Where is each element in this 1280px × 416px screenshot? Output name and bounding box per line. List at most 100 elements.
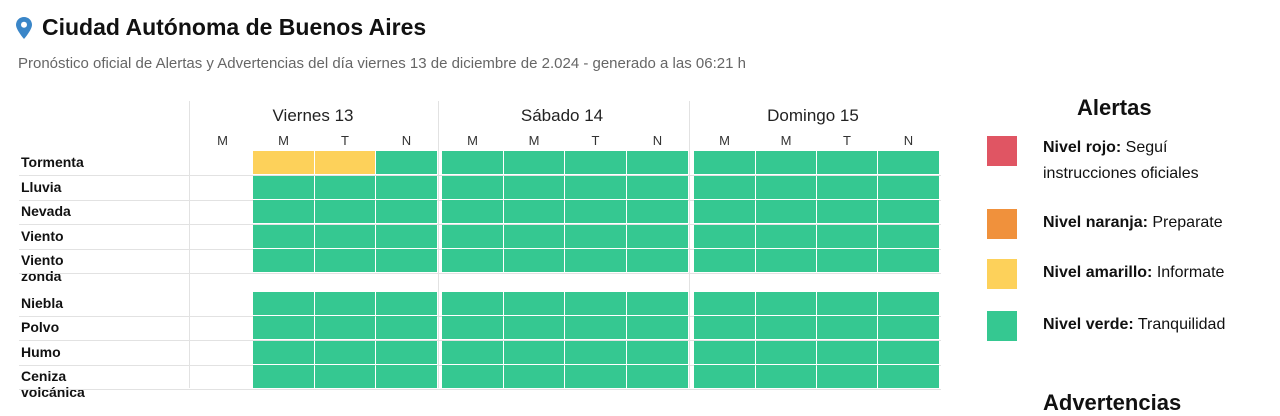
alert-cell [376, 292, 437, 315]
grid-divider [689, 101, 690, 388]
alert-cell [694, 249, 755, 272]
page-title: Ciudad Autónoma de Buenos Aires [42, 14, 427, 40]
alert-cell [817, 341, 877, 364]
alert-cell [253, 316, 314, 339]
legend-swatch-verde [987, 311, 1017, 341]
alert-cell [253, 292, 314, 315]
period-label: M [528, 133, 540, 148]
period-label: M [278, 133, 289, 148]
alert-cell [756, 249, 816, 272]
legend-level-name: Nivel rojo: [1043, 139, 1122, 156]
alert-cell [878, 225, 939, 248]
alert-cell [315, 225, 375, 248]
alert-cell [627, 365, 688, 388]
alert-cell [504, 365, 564, 388]
alert-cell [442, 365, 503, 388]
alert-cell [253, 225, 314, 248]
alert-cell [817, 151, 877, 174]
alert-cell [442, 151, 503, 174]
alert-cell [627, 225, 688, 248]
legend-swatch-amarillo [987, 259, 1017, 289]
alert-cell [565, 249, 626, 272]
alert-cell [627, 200, 688, 223]
day-header: Domingo 15 [767, 106, 859, 125]
alert-cell [504, 151, 564, 174]
alert-cell [627, 292, 688, 315]
alert-cell [565, 316, 626, 339]
alert-cell [565, 365, 626, 388]
alert-cell [442, 225, 503, 248]
alert-cell [756, 225, 816, 248]
legend-level-desc: Informate [1152, 264, 1225, 281]
alert-cell [376, 151, 437, 174]
row-label-niebla: Niebla [21, 295, 64, 311]
row-label-viento: Viento [21, 228, 64, 244]
alert-cell [817, 176, 877, 199]
alert-cell [878, 249, 939, 272]
alert-cell [315, 249, 375, 272]
legend-swatch-naranja [987, 209, 1017, 239]
alert-cell [694, 292, 755, 315]
alert-cell [315, 365, 375, 388]
alert-cell [878, 292, 939, 315]
row-label-lluvia: Lluvia [21, 179, 62, 195]
alert-cell [756, 151, 816, 174]
row-label-tormenta: Tormenta [21, 154, 84, 170]
alert-cell [565, 292, 626, 315]
period-label: N [652, 133, 663, 148]
location-pin-icon [16, 16, 32, 39]
alert-cell [756, 200, 816, 223]
alert-cell [627, 176, 688, 199]
alert-cell [442, 200, 503, 223]
legend-swatch-rojo [987, 136, 1017, 166]
day-header: Viernes 13 [272, 106, 354, 125]
row-label-humo: Humo [21, 344, 61, 360]
alert-cell [627, 316, 688, 339]
day-header: Sábado 14 [520, 106, 604, 125]
alert-cell [315, 200, 375, 223]
alert-cell [565, 225, 626, 248]
alert-cell [253, 200, 314, 223]
alert-cell [817, 316, 877, 339]
alert-cell [376, 200, 437, 223]
alert-cell [253, 341, 314, 364]
legend-level-desc: Preparate [1147, 214, 1223, 231]
legend-text-verde: Nivel verde: Tranquilidad [1043, 312, 1225, 338]
row-divider [19, 224, 941, 225]
alert-cell [442, 292, 503, 315]
alert-cell [756, 365, 816, 388]
alert-cell [627, 249, 688, 272]
legend-title: Alertas [1077, 95, 1152, 120]
period-label: M [217, 133, 228, 148]
alert-cell [694, 176, 755, 199]
legend-text-amarillo: Nivel amarillo: Informate [1043, 260, 1224, 286]
alert-cell [376, 341, 437, 364]
advertencias-title: Advertencias [1043, 390, 1182, 415]
alert-cell [504, 225, 564, 248]
alert-cell [694, 200, 755, 223]
alert-cell [878, 341, 939, 364]
alert-cell [504, 341, 564, 364]
alert-cell [504, 316, 564, 339]
row-divider [19, 175, 941, 176]
alert-cell [627, 341, 688, 364]
alert-cell [442, 316, 503, 339]
alert-cell [694, 365, 755, 388]
page-subtitle: Pronóstico oficial de Alertas y Adverten… [18, 55, 746, 72]
period-label: M [719, 133, 730, 148]
alert-cell [878, 176, 939, 199]
alert-cell [565, 200, 626, 223]
alert-cell [376, 316, 437, 339]
alert-cell [565, 176, 626, 199]
alert-cell [565, 151, 626, 174]
alert-cell [756, 316, 816, 339]
period-label: N [401, 133, 412, 148]
period-label: T [341, 133, 349, 148]
legend-level-desc: Tranquilidad [1133, 316, 1226, 333]
legend-level-name: Nivel verde: [1043, 316, 1134, 333]
alert-cell [315, 176, 375, 199]
alert-cell [376, 225, 437, 248]
alert-cell [817, 200, 877, 223]
grid-divider [189, 101, 190, 388]
alert-cell [817, 292, 877, 315]
